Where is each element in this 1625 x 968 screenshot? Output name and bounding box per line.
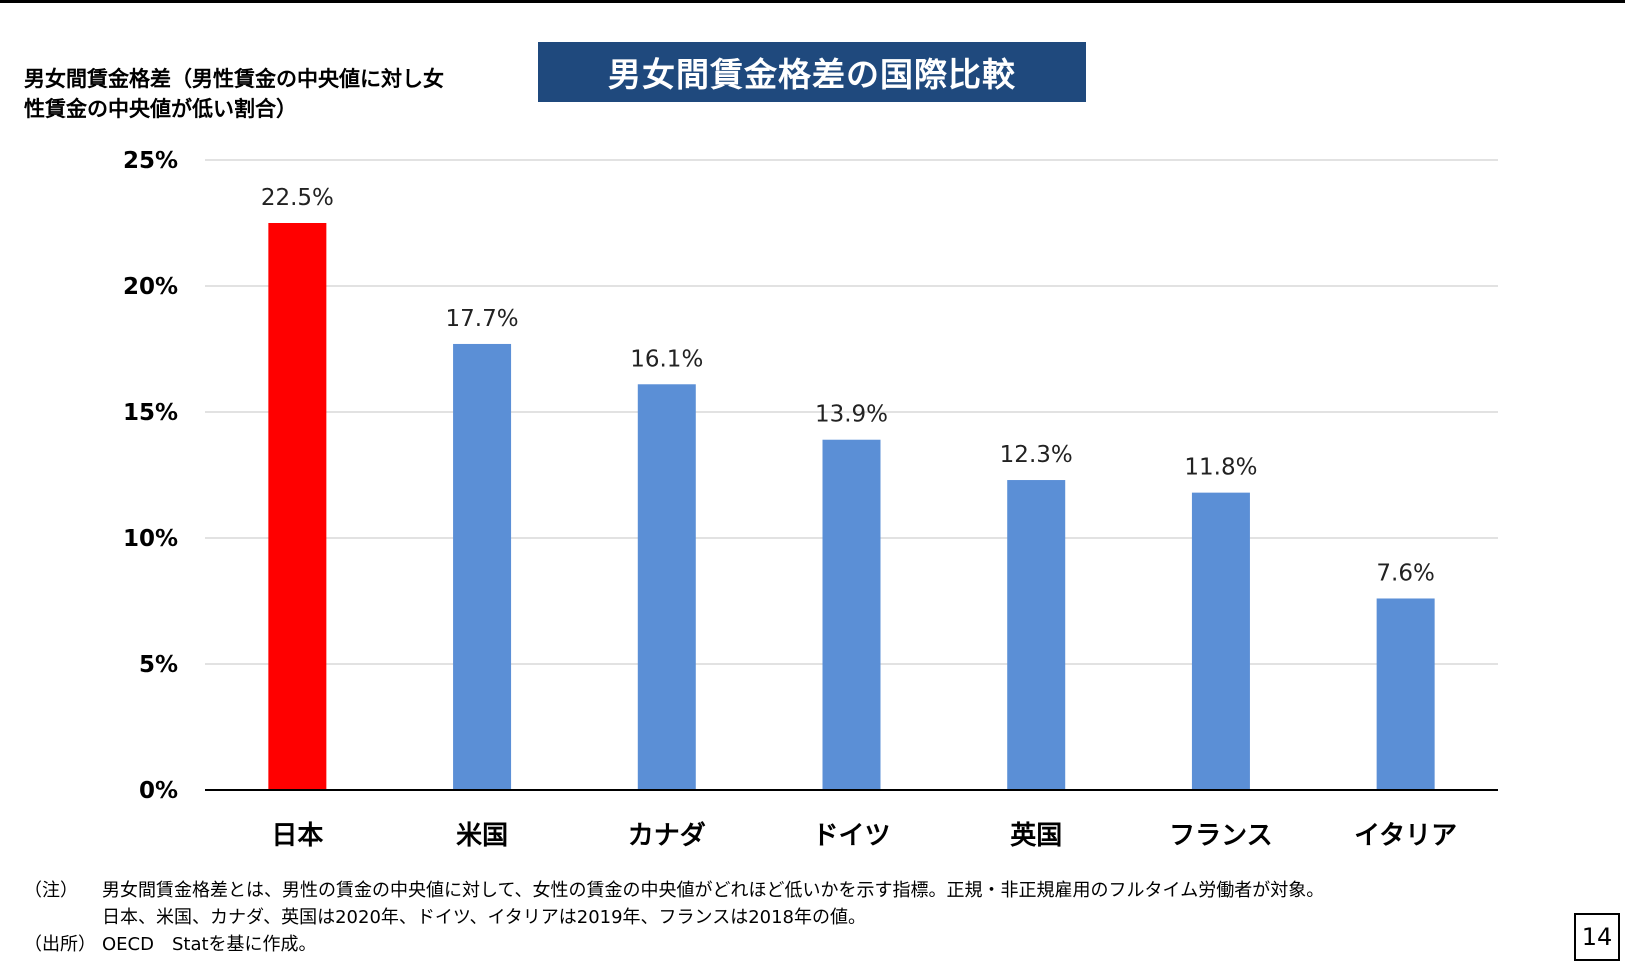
source-key: （出所） [24,934,96,955]
bar [268,223,327,789]
y-tick-label: 15% [123,400,178,426]
y-tick-label: 20% [123,274,178,300]
value-label: 16.1% [630,346,703,372]
category-label: 日本 [271,821,323,851]
value-label: 12.3% [1000,442,1073,468]
bar [822,439,881,789]
source-row: （出所） OECD Statを基に作成。 [24,931,1524,958]
page-number: 14 [1574,913,1620,961]
bar [1376,598,1435,789]
bar [637,384,696,789]
category-label: ドイツ [812,821,890,851]
y-axis-label: 男女間賃金格差（男性賃金の中央値に対し女性賃金の中央値が低い割合） [24,67,444,121]
page-title: 男女間賃金格差の国際比較 [538,42,1086,102]
y-tick-label: 5% [139,652,178,678]
value-label: 7.6% [1376,560,1434,586]
category-label: フランス [1169,821,1272,851]
source-text: OECD Statを基に作成。 [102,934,317,955]
footnotes: （注） 男女間賃金格差とは、男性の賃金の中央値に対して、女性の賃金の中央値がどれ… [24,877,1524,958]
category-label: イタリア [1354,821,1457,851]
y-tick-label: 0% [139,778,178,804]
bar [1191,492,1250,789]
note-row-2: 日本、米国、カナダ、英国は2020年、ドイツ、イタリアは2019年、フランスは2… [24,904,1524,931]
value-labels: 22.5% 17.7% 16.1% 13.9% 12.3% 11.8% 7.6% [261,185,1435,586]
value-label: 22.5% [261,185,334,211]
category-label: 米国 [456,821,508,851]
top-rule [0,0,1625,3]
y-tick-label: 25% [123,148,178,174]
y-tick-label: 10% [123,526,178,552]
value-label: 13.9% [815,402,888,428]
note-line-2: 日本、米国、カナダ、英国は2020年、ドイツ、イタリアは2019年、フランスは2… [102,907,867,928]
category-labels: 日本 米国 カナダ ドイツ 英国 フランス イタリア [271,820,1457,851]
value-label: 11.8% [1184,455,1257,481]
note-row: （注） 男女間賃金格差とは、男性の賃金の中央値に対して、女性の賃金の中央値がどれ… [24,877,1524,904]
y-tick-labels: 0% 5% 10% 15% 20% 25% [123,148,178,804]
bars [268,223,1435,789]
bar [1007,480,1066,789]
note-key: （注） [24,880,78,901]
note-line-1: 男女間賃金格差とは、男性の賃金の中央値に対して、女性の賃金の中央値がどれほど低い… [102,880,1325,901]
value-label: 17.7% [446,306,519,332]
bar [453,343,512,789]
category-label: カナダ [628,820,706,851]
category-label: 英国 [1010,821,1062,851]
